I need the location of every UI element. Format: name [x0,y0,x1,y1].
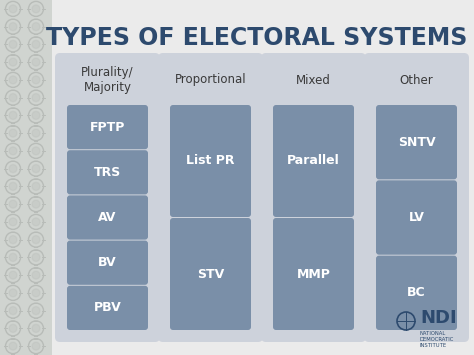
Circle shape [32,324,40,332]
FancyBboxPatch shape [170,105,251,217]
FancyBboxPatch shape [67,195,148,240]
Circle shape [9,289,17,297]
Text: BV: BV [98,256,117,269]
Circle shape [9,253,17,261]
Circle shape [9,5,17,13]
Circle shape [32,5,40,13]
Circle shape [32,76,40,84]
Circle shape [9,40,17,48]
Circle shape [32,129,40,137]
Text: AV: AV [98,211,117,224]
Circle shape [9,200,17,208]
Circle shape [32,200,40,208]
Text: NDI: NDI [420,309,456,327]
Text: TRS: TRS [94,166,121,179]
Circle shape [9,182,17,190]
Bar [0,0,52,355]
Text: SNTV: SNTV [398,136,435,149]
Circle shape [9,165,17,173]
FancyBboxPatch shape [273,218,354,330]
Text: Mixed: Mixed [296,73,331,87]
Text: STV: STV [197,268,224,280]
FancyBboxPatch shape [170,218,251,330]
FancyBboxPatch shape [158,53,263,342]
Text: Proportional: Proportional [175,73,246,87]
Text: FPTP: FPTP [90,121,125,133]
Circle shape [32,165,40,173]
Circle shape [32,58,40,66]
FancyBboxPatch shape [376,105,457,179]
Circle shape [32,289,40,297]
Circle shape [32,307,40,315]
Text: List PR: List PR [186,154,235,168]
Circle shape [9,111,17,119]
Text: NATIONAL
DEMOCRATIC
INSTITUTE: NATIONAL DEMOCRATIC INSTITUTE [420,331,455,348]
Text: MMP: MMP [297,268,330,280]
FancyBboxPatch shape [55,53,160,342]
Circle shape [32,253,40,261]
FancyBboxPatch shape [364,53,469,342]
Text: LV: LV [409,211,424,224]
Circle shape [9,236,17,244]
Text: Other: Other [400,73,433,87]
Circle shape [9,218,17,226]
Circle shape [32,271,40,279]
Circle shape [9,324,17,332]
Circle shape [9,58,17,66]
Text: TYPES OF ELECTORAL SYSTEMS: TYPES OF ELECTORAL SYSTEMS [46,26,468,50]
FancyBboxPatch shape [67,286,148,330]
Circle shape [9,76,17,84]
FancyBboxPatch shape [67,241,148,285]
Circle shape [9,307,17,315]
Circle shape [9,129,17,137]
Circle shape [32,40,40,48]
FancyBboxPatch shape [376,180,457,255]
Circle shape [9,147,17,155]
Circle shape [32,147,40,155]
Text: PBV: PBV [94,301,121,315]
FancyBboxPatch shape [376,256,457,330]
Text: Parallel: Parallel [287,154,340,168]
Text: Plurality/
Majority: Plurality/ Majority [81,66,134,94]
Circle shape [32,94,40,102]
Circle shape [32,218,40,226]
Circle shape [32,182,40,190]
FancyBboxPatch shape [67,105,148,149]
Circle shape [32,23,40,31]
Circle shape [32,236,40,244]
Circle shape [9,23,17,31]
Text: BC: BC [407,286,426,299]
FancyBboxPatch shape [67,150,148,195]
Circle shape [32,111,40,119]
FancyBboxPatch shape [273,105,354,217]
Circle shape [32,342,40,350]
Circle shape [9,342,17,350]
Circle shape [9,94,17,102]
FancyBboxPatch shape [261,53,366,342]
Circle shape [9,271,17,279]
